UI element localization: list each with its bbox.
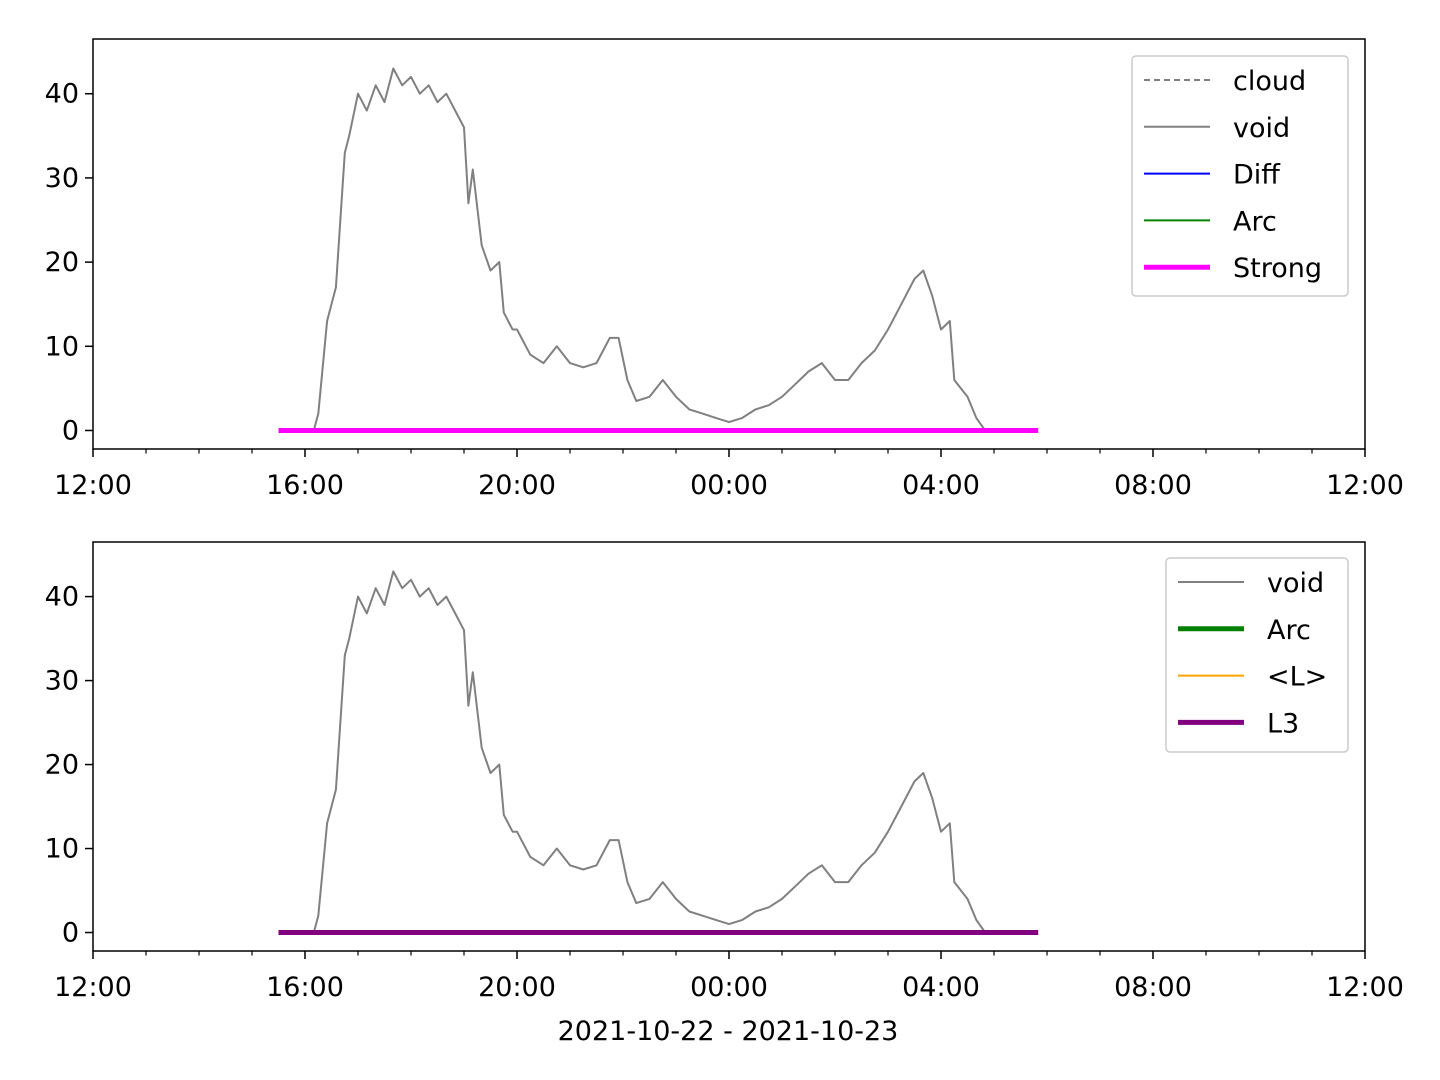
legend-label: Arc	[1267, 615, 1311, 646]
x-tick-label: 08:00	[1114, 972, 1192, 1003]
legend-label: Diff	[1233, 160, 1281, 191]
series-line-void	[312, 570, 987, 934]
x-tick-label: 04:00	[902, 972, 980, 1003]
x-tick-label: 12:00	[1326, 470, 1404, 501]
y-tick-label: 40	[45, 79, 79, 110]
legend: void Arc <L> L3	[1165, 557, 1349, 753]
x-tick-label: 20:00	[478, 470, 556, 501]
legend-label: <L>	[1267, 662, 1327, 693]
x-tick-label: 20:00	[478, 972, 556, 1003]
y-tick-label: 10	[45, 331, 79, 362]
lower-chart: 0 10 20 30 40 12:00 16:00 20:00 00:00 04:00 08:00 1…	[45, 541, 1404, 1003]
legend-label: Arc	[1233, 206, 1277, 237]
y-tick-label: 40	[45, 582, 79, 613]
y-tick-label: 30	[45, 666, 79, 697]
y-tick-label: 10	[45, 834, 79, 865]
legend-label: Strong	[1233, 253, 1322, 284]
series-line-void	[312, 67, 987, 432]
x-tick-label: 12:00	[1326, 972, 1404, 1003]
legend-box	[1131, 55, 1349, 297]
x-tick-label: 00:00	[690, 972, 768, 1003]
x-axis-label: 2021-10-22 - 2021-10-23	[558, 1016, 899, 1047]
y-tick-label: 20	[45, 750, 79, 781]
x-tick-label: 04:00	[902, 470, 980, 501]
legend-box	[1165, 557, 1349, 753]
x-tick-label: 08:00	[1114, 470, 1192, 501]
legend-label: cloud	[1233, 66, 1306, 97]
x-tick-label: 16:00	[266, 972, 344, 1003]
upper-chart: 0 10 20 30 40 12:00 16:00 20:00 00:00 04:00 08:00 1…	[45, 38, 1404, 501]
y-tick-label: 20	[45, 247, 79, 278]
x-tick-label: 12:00	[54, 470, 132, 501]
y-tick-label: 0	[62, 918, 79, 949]
x-tick-label: 00:00	[690, 470, 768, 501]
y-tick-label: 30	[45, 163, 79, 194]
legend: cloud void Diff Arc Strong	[1131, 55, 1349, 297]
legend-label: L3	[1267, 708, 1299, 739]
legend-label: void	[1233, 113, 1290, 144]
x-tick-label: 16:00	[266, 470, 344, 501]
x-tick-label: 12:00	[54, 972, 132, 1003]
legend-label: void	[1267, 568, 1324, 599]
y-tick-label: 0	[62, 415, 79, 446]
